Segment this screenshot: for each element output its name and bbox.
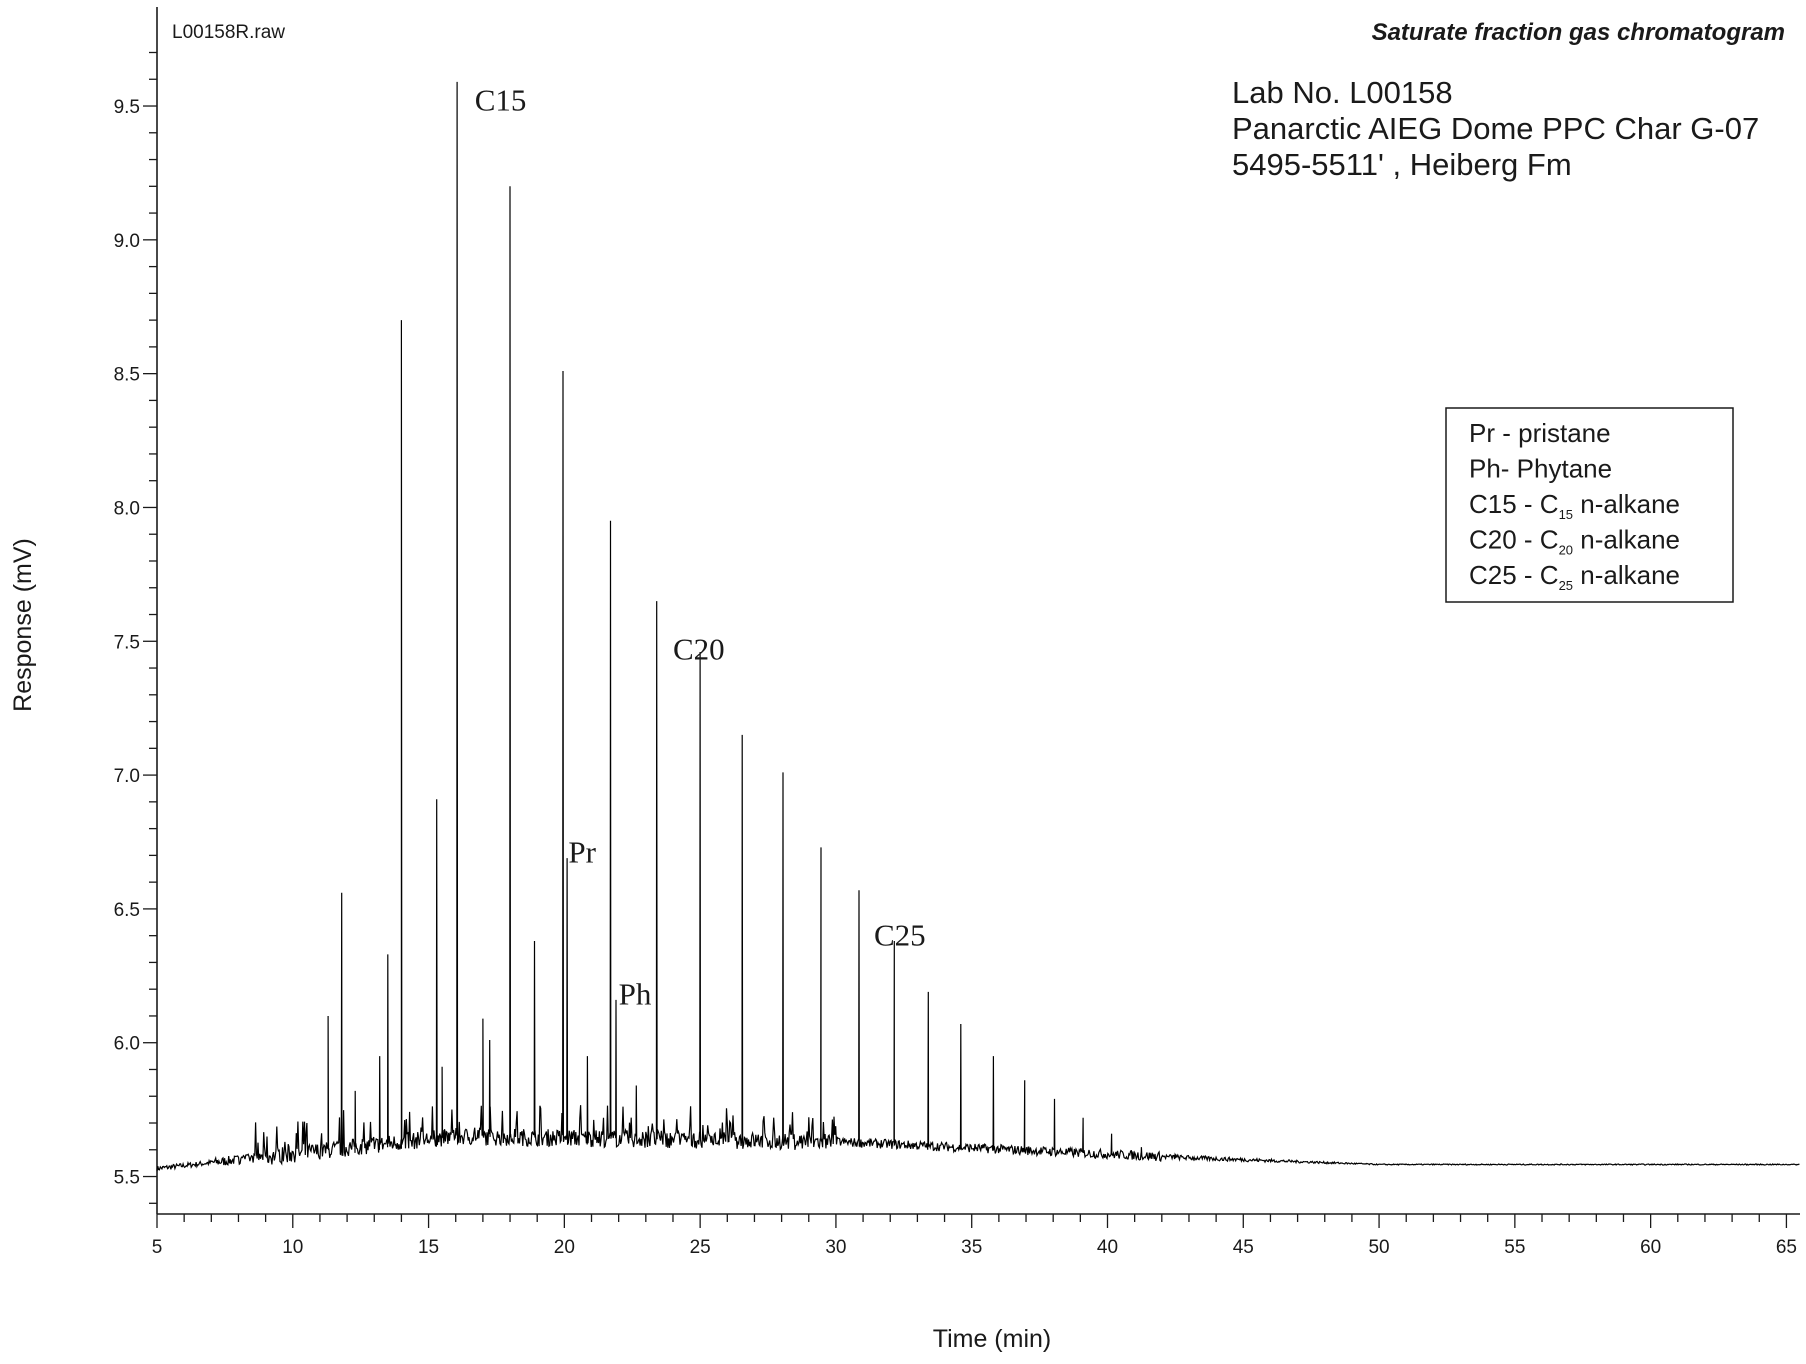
legend-item-code: Ph- Phytane <box>1469 454 1612 484</box>
legend-item-subscript: 25 <box>1559 578 1573 593</box>
x-tick-label: 55 <box>1504 1237 1525 1258</box>
legend-item: C20 - C20 n-alkane <box>1469 525 1680 558</box>
y-tick-label: 8.0 <box>114 498 140 519</box>
y-tick-label: 7.5 <box>114 632 140 653</box>
x-tick-label: 50 <box>1368 1237 1389 1258</box>
x-tick-label: 10 <box>282 1237 303 1258</box>
y-tick-label: 8.5 <box>114 365 140 386</box>
legend-item-subscript: 20 <box>1559 543 1573 558</box>
x-tick-label: 35 <box>961 1237 982 1258</box>
x-tick-label: 30 <box>825 1237 846 1258</box>
peak-label-c25: C25 <box>874 918 926 953</box>
y-tick-label: 9.0 <box>114 231 140 252</box>
legend-item-suffix: n-alkane <box>1573 489 1680 519</box>
y-tick-label: 6.5 <box>114 900 140 921</box>
y-tick-label: 7.0 <box>114 766 140 787</box>
trace-layer <box>156 81 1800 1172</box>
legend-item: Ph- Phytane <box>1469 454 1612 484</box>
y-tick-label: 6.0 <box>114 1034 140 1055</box>
sample-info-line-3: 5495-5511' , Heiberg Fm <box>1232 147 1572 182</box>
legend-item: Pr - pristane <box>1469 418 1611 448</box>
y-tick-label: 9.5 <box>114 97 140 118</box>
x-tick-label: 65 <box>1776 1237 1797 1258</box>
peak-label-c20: C20 <box>673 631 725 666</box>
y-tick-label: 5.5 <box>114 1168 140 1189</box>
x-tick-label: 5 <box>152 1237 163 1258</box>
peak-label-ph: Ph <box>619 977 652 1012</box>
x-axis-label: Time (min) <box>933 1325 1052 1353</box>
peak-label-pr: Pr <box>568 835 596 870</box>
x-tick-label: 45 <box>1233 1237 1254 1258</box>
plot-frame <box>156 7 1800 1215</box>
x-tick-label: 20 <box>554 1237 575 1258</box>
x-tick-label: 40 <box>1097 1237 1118 1258</box>
chart-title: Saturate fraction gas chromatogram <box>1372 19 1785 46</box>
legend-box <box>1445 407 1734 603</box>
legend-item-code: C20 - C <box>1469 525 1559 555</box>
y-axis: 5.5 6.0 6.5 7.0 7.5 8.0 8.5 9.0 9.5 <box>114 51 157 1204</box>
legend-item: C15 - C15 n-alkane <box>1469 489 1680 522</box>
file-label: L00158R.raw <box>172 22 285 43</box>
x-tick-label: 25 <box>690 1237 711 1258</box>
annotation-layer: C15 C20 Pr Ph C25 <box>475 83 926 1012</box>
legend-item-subscript: 15 <box>1559 507 1573 522</box>
y-axis-label: Response (mV) <box>9 538 37 712</box>
sample-info-line-2: Panarctic AIEG Dome PPC Char G-07 <box>1232 111 1759 146</box>
legend-item-suffix: n-alkane <box>1573 525 1680 555</box>
legend-item: C25 - C25 n-alkane <box>1469 560 1680 593</box>
x-tick-label: 15 <box>418 1237 439 1258</box>
chromatogram-trace <box>156 81 1800 1172</box>
x-tick-label: 60 <box>1640 1237 1661 1258</box>
legend-item-code: Pr - pristane <box>1469 418 1611 448</box>
legend-item-code: C25 - C <box>1469 560 1559 590</box>
sample-info-line-1: Lab No. L00158 <box>1232 75 1453 110</box>
legend-item-suffix: n-alkane <box>1573 560 1680 590</box>
peak-label-c15: C15 <box>475 83 527 118</box>
legend: Pr - pristane Ph- Phytane C15 - C15 n-alka… <box>1445 407 1734 603</box>
x-axis: 5 10 15 20 25 30 35 40 45 50 55 60 65 <box>152 1214 1797 1258</box>
legend-item-code: C15 - C <box>1469 489 1559 519</box>
